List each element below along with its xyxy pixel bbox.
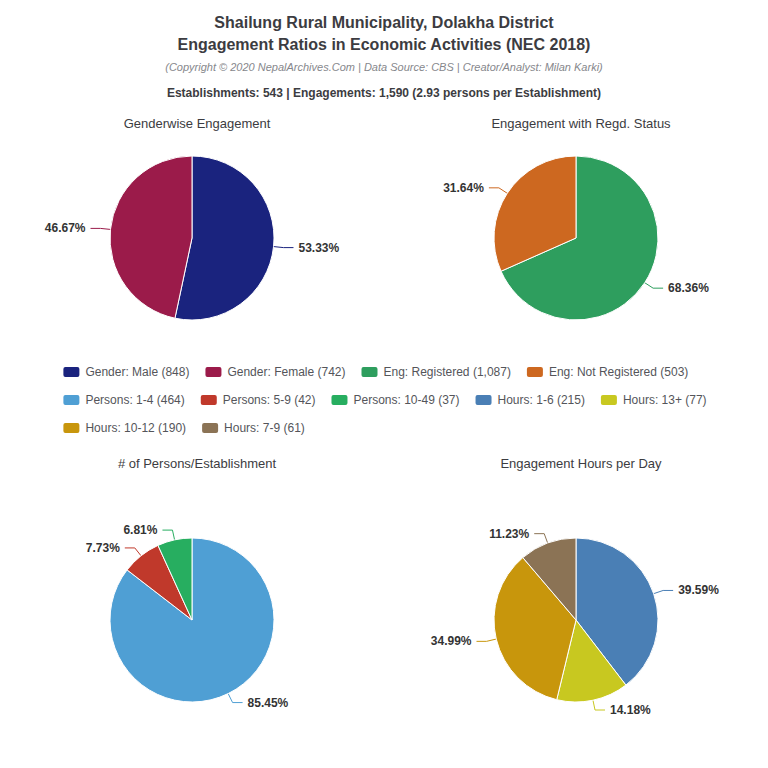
svg-text:Gender: Male (848): Gender: Male (848) bbox=[85, 365, 189, 379]
svg-text:Shailung Rural Municipality, D: Shailung Rural Municipality, Dolakha Dis… bbox=[214, 14, 554, 31]
svg-text:Genderwise Engagement: Genderwise Engagement bbox=[124, 116, 271, 131]
svg-text:Gender: Female (742): Gender: Female (742) bbox=[227, 365, 345, 379]
svg-text:53.33%: 53.33% bbox=[298, 241, 339, 255]
svg-text:11.23%: 11.23% bbox=[489, 527, 529, 541]
svg-text:# of Persons/Establishment: # of Persons/Establishment bbox=[118, 456, 277, 471]
svg-text:Establishments: 543 | Engageme: Establishments: 543 | Engagements: 1,590… bbox=[167, 86, 601, 100]
svg-text:(Copyright © 2020 NepalArchive: (Copyright © 2020 NepalArchives.Com | Da… bbox=[165, 61, 603, 73]
svg-text:14.18%: 14.18% bbox=[610, 703, 651, 717]
svg-text:Persons: 1-4 (464): Persons: 1-4 (464) bbox=[85, 393, 184, 407]
svg-text:34.99%: 34.99% bbox=[431, 634, 472, 648]
svg-text:Persons: 5-9 (42): Persons: 5-9 (42) bbox=[223, 393, 316, 407]
svg-text:39.59%: 39.59% bbox=[678, 583, 719, 597]
svg-text:Eng: Not Registered (503): Eng: Not Registered (503) bbox=[549, 365, 688, 379]
svg-text:7.73%: 7.73% bbox=[86, 541, 120, 555]
svg-text:Hours: 13+ (77): Hours: 13+ (77) bbox=[623, 393, 707, 407]
svg-text:Hours: 1-6 (215): Hours: 1-6 (215) bbox=[498, 393, 585, 407]
svg-text:Hours: 10-12 (190): Hours: 10-12 (190) bbox=[85, 421, 186, 435]
svg-text:Eng: Registered (1,087): Eng: Registered (1,087) bbox=[383, 365, 510, 379]
svg-text:85.45%: 85.45% bbox=[248, 696, 289, 710]
svg-text:Engagement Hours per Day: Engagement Hours per Day bbox=[500, 456, 662, 471]
svg-text:68.36%: 68.36% bbox=[668, 281, 709, 295]
svg-text:46.67%: 46.67% bbox=[45, 221, 86, 235]
svg-text:Hours: 7-9 (61): Hours: 7-9 (61) bbox=[224, 421, 305, 435]
svg-text:Engagement with Regd. Status: Engagement with Regd. Status bbox=[491, 116, 671, 131]
svg-text:Persons: 10-49 (37): Persons: 10-49 (37) bbox=[353, 393, 459, 407]
svg-text:Engagement Ratios in Economic: Engagement Ratios in Economic Activities… bbox=[178, 36, 591, 53]
svg-text:6.81%: 6.81% bbox=[123, 523, 157, 537]
svg-text:31.64%: 31.64% bbox=[443, 181, 484, 195]
